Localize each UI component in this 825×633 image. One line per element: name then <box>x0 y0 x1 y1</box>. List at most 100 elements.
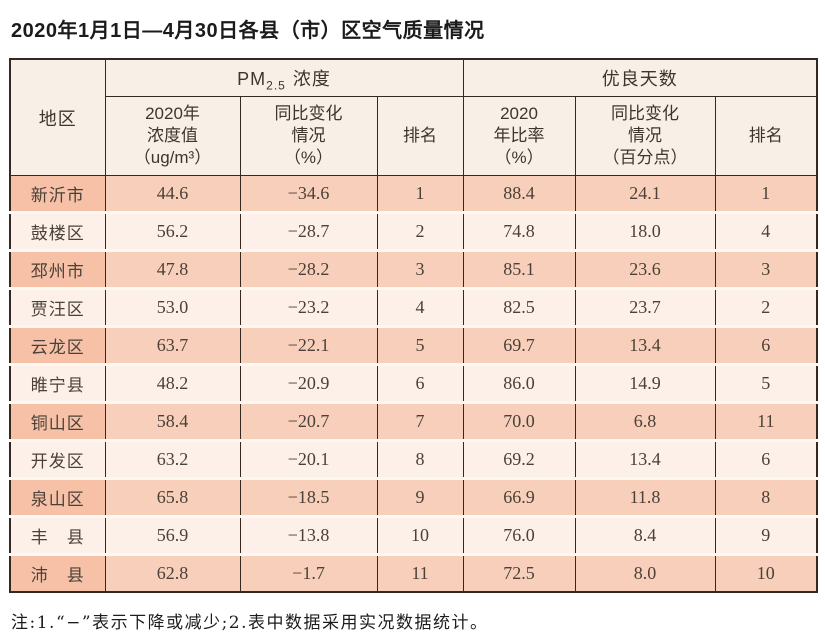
value-cell: −20.1 <box>239 439 378 479</box>
value-cell: 11.8 <box>574 477 716 517</box>
column-header-region: 地区 <box>9 58 106 176</box>
value-cell: 47.8 <box>104 249 241 289</box>
value-cell: 23.6 <box>574 249 716 289</box>
value-cell: 8 <box>714 477 818 517</box>
value-cell: 48.2 <box>104 363 241 403</box>
value-cell: 6.8 <box>574 401 716 441</box>
value-cell: 8.0 <box>574 553 716 592</box>
table-row: 丰 县 56.9 −13.8 10 76.0 8.4 9 <box>9 515 818 555</box>
column-header-pm-value: 2020年 浓度值 （ug/m³） <box>104 96 241 176</box>
value-cell: 88.4 <box>462 175 576 213</box>
region-cell: 开发区 <box>9 439 106 479</box>
value-cell: 2 <box>376 211 464 251</box>
value-cell: 9 <box>714 515 818 555</box>
value-cell: 65.8 <box>104 477 241 517</box>
air-table-body: 新沂市 44.6 −34.6 1 88.4 24.1 1 鼓楼区 56.2 −28.7 2 74.8 1… <box>9 175 818 592</box>
value-cell: −28.7 <box>239 211 378 251</box>
value-cell: 69.7 <box>462 325 576 365</box>
value-cell: −20.9 <box>239 363 378 403</box>
value-cell: 7 <box>376 401 464 441</box>
region-cell: 泉山区 <box>9 477 106 517</box>
value-cell: 23.7 <box>574 287 716 327</box>
value-cell: 4 <box>714 211 818 251</box>
value-cell: 76.0 <box>462 515 576 555</box>
value-cell: 9 <box>376 477 464 517</box>
value-cell: 63.2 <box>104 439 241 479</box>
value-cell: 4 <box>376 287 464 327</box>
column-header-days-rank: 排名 <box>714 96 818 176</box>
value-cell: 85.1 <box>462 249 576 289</box>
table-row: 鼓楼区 56.2 −28.7 2 74.8 18.0 4 <box>9 211 818 251</box>
region-cell: 新沂市 <box>9 175 106 213</box>
value-cell: 56.9 <box>104 515 241 555</box>
table-row: 泉山区 65.8 −18.5 9 66.9 11.8 8 <box>9 477 818 517</box>
value-cell: 11 <box>376 553 464 592</box>
value-cell: 10 <box>714 553 818 592</box>
table-row: 沛 县 62.8 −1.7 11 72.5 8.0 10 <box>9 553 818 592</box>
table-row: 铜山区 58.4 −20.7 7 70.0 6.8 11 <box>9 401 818 441</box>
value-cell: 5 <box>376 325 464 365</box>
value-cell: 70.0 <box>462 401 576 441</box>
value-cell: 53.0 <box>104 287 241 327</box>
value-cell: 86.0 <box>462 363 576 403</box>
value-cell: 14.9 <box>574 363 716 403</box>
value-cell: 8.4 <box>574 515 716 555</box>
value-cell: −22.1 <box>239 325 378 365</box>
region-cell: 沛 县 <box>9 553 106 592</box>
value-cell: 56.2 <box>104 211 241 251</box>
column-header-pm-change: 同比变化 情况 （%） <box>239 96 378 176</box>
table-row: 邳州市 47.8 −28.2 3 85.1 23.6 3 <box>9 249 818 289</box>
value-cell: 3 <box>376 249 464 289</box>
value-cell: 6 <box>376 363 464 403</box>
value-cell: 18.0 <box>574 211 716 251</box>
value-cell: 74.8 <box>462 211 576 251</box>
table-row: 新沂市 44.6 −34.6 1 88.4 24.1 1 <box>9 175 818 213</box>
value-cell: −28.2 <box>239 249 378 289</box>
column-header-days-ratio: 2020 年比率 （%） <box>462 96 576 176</box>
value-cell: 44.6 <box>104 175 241 213</box>
value-cell: −34.6 <box>239 175 378 213</box>
pm-subscript: 2.5 <box>266 78 286 93</box>
region-cell: 贾汪区 <box>9 287 106 327</box>
table-row: 睢宁县 48.2 −20.9 6 86.0 14.9 5 <box>9 363 818 403</box>
value-cell: 5 <box>714 363 818 403</box>
value-cell: 1 <box>376 175 464 213</box>
pm-label-suffix: 浓度 <box>292 69 331 89</box>
value-cell: 66.9 <box>462 477 576 517</box>
value-cell: 6 <box>714 439 818 479</box>
value-cell: 2 <box>714 287 818 327</box>
region-cell: 铜山区 <box>9 401 106 441</box>
column-group-pm25: PM2.5 浓度 <box>104 58 464 97</box>
value-cell: 11 <box>714 401 818 441</box>
value-cell: −20.7 <box>239 401 378 441</box>
value-cell: 69.2 <box>462 439 576 479</box>
region-cell: 云龙区 <box>9 325 106 365</box>
value-cell: 58.4 <box>104 401 241 441</box>
value-cell: 13.4 <box>574 439 716 479</box>
region-cell: 丰 县 <box>9 515 106 555</box>
value-cell: 13.4 <box>574 325 716 365</box>
value-cell: 10 <box>376 515 464 555</box>
region-cell: 睢宁县 <box>9 363 106 403</box>
value-cell: 3 <box>714 249 818 289</box>
column-header-days-change: 同比变化 情况 （百分点） <box>574 96 716 176</box>
air-quality-table: 地区 PM2.5 浓度 优良天数 2020年 浓度值 （ug/m³） 同比变化 情… <box>9 58 819 593</box>
table-header: 地区 PM2.5 浓度 优良天数 2020年 浓度值 （ug/m³） 同比变化 情… <box>9 58 818 176</box>
table-row: 云龙区 63.7 −22.1 5 69.7 13.4 6 <box>9 325 818 365</box>
table-row: 开发区 63.2 −20.1 8 69.2 13.4 6 <box>9 439 818 479</box>
value-cell: −23.2 <box>239 287 378 327</box>
value-cell: 63.7 <box>104 325 241 365</box>
region-cell: 邳州市 <box>9 249 106 289</box>
value-cell: 1 <box>714 175 818 213</box>
value-cell: 72.5 <box>462 553 576 592</box>
value-cell: 82.5 <box>462 287 576 327</box>
column-group-good-days: 优良天数 <box>462 58 818 97</box>
footnote: 注:1.“−”表示下降或减少;2.表中数据采用实况数据统计。 <box>11 613 489 633</box>
pm-label-prefix: PM <box>237 69 267 89</box>
value-cell: −13.8 <box>239 515 378 555</box>
table-row: 贾汪区 53.0 −23.2 4 82.5 23.7 2 <box>9 287 818 327</box>
region-cell: 鼓楼区 <box>9 211 106 251</box>
page-title: 2020年1月1日—4月30日各县（市）区空气质量情况 <box>11 20 485 42</box>
value-cell: −18.5 <box>239 477 378 517</box>
